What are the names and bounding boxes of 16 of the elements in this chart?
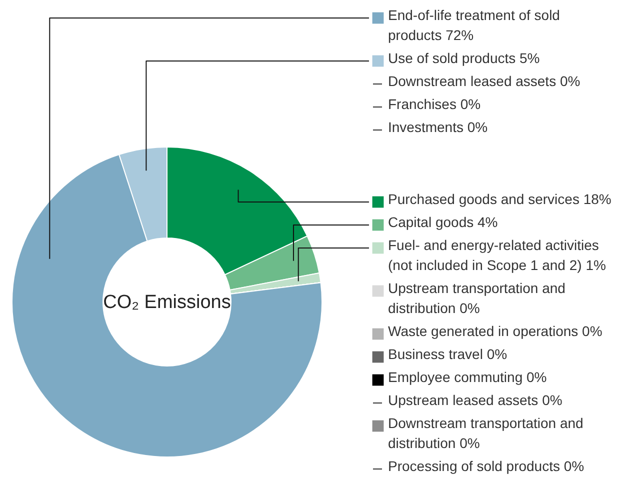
legend-label: Franchises 0% xyxy=(388,96,481,112)
legend-label: Upstream leased assets 0% xyxy=(388,392,562,408)
legend-label: Downstream leased assets 0% xyxy=(388,73,580,89)
legend-label: Employee commuting 0% xyxy=(388,369,547,385)
legend-label: Business travel 0% xyxy=(388,346,508,362)
legend-label: Purchased goods and services 18% xyxy=(388,191,612,207)
legend-label: Processing of sold products 0% xyxy=(388,458,584,474)
text: CO₂ Emissions xyxy=(103,292,231,313)
legend-label: Capital goods 4% xyxy=(388,214,498,230)
legend-label: Downstream transportation and distribution 0% xyxy=(388,415,584,451)
legend-label: Upstream transportation and distribution 0% xyxy=(388,280,566,316)
legend-label: Use of sold products 5% xyxy=(388,50,540,66)
legend-label: Investments 0% xyxy=(388,119,488,135)
legend-label: Fuel- and energy-related activities (not included in Scope 1 and 2) 1% xyxy=(388,237,606,273)
legend-label: End-of-life treatment of sold products 72% xyxy=(388,7,560,43)
legend-label: Waste generated in operations 0% xyxy=(388,323,602,339)
